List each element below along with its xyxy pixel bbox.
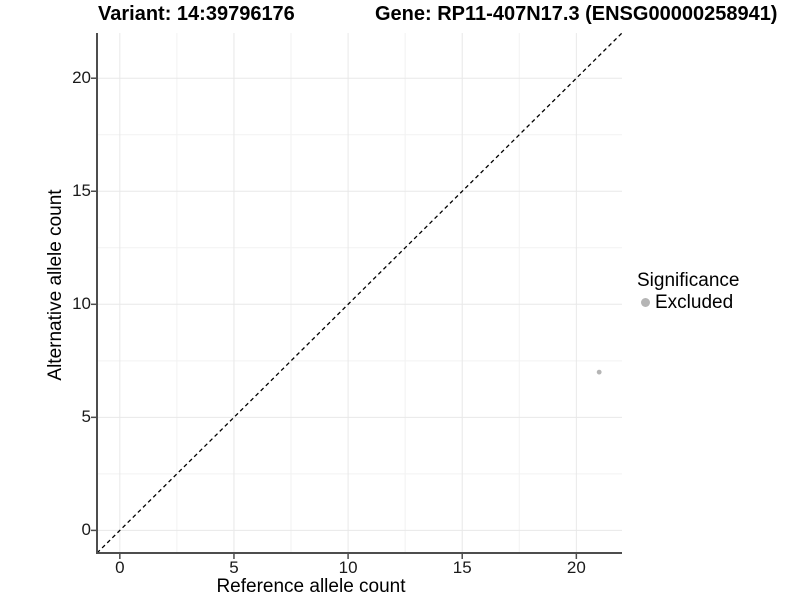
x-tick-label: 5 [229, 558, 239, 577]
axis-lines [96, 33, 622, 554]
grid-minor [97, 33, 622, 553]
y-tick-label: 10 [72, 294, 91, 314]
legend-item-label: Excluded [655, 292, 734, 313]
x-tick-label: 20 [566, 558, 586, 577]
y-axis-title: Alternative allele count [45, 189, 66, 381]
legend: Significance Excluded [637, 270, 739, 313]
legend-item-excluded: Excluded [637, 292, 739, 313]
plot-title-variant: Variant: 14:39796176 [98, 3, 295, 25]
data-points [596, 369, 602, 375]
y-tick-label: 5 [81, 407, 91, 427]
x-tick-label: 10 [338, 558, 358, 577]
x-axis-title: Reference allele count [216, 576, 406, 597]
identity-line [96, 32, 623, 554]
legend-title: Significance [637, 270, 740, 291]
y-tick-label: 20 [72, 68, 91, 88]
y-tick-label: 0 [81, 520, 91, 540]
legend-key-dot-icon [641, 298, 650, 307]
plot-title-gene: Gene: RP11-407N17.3 (ENSG00000258941) [375, 3, 778, 25]
grid-major [97, 33, 622, 553]
data-point [596, 369, 602, 375]
x-tick-label: 15 [452, 558, 472, 577]
tick-marks [91, 77, 578, 559]
x-tick-label: 0 [115, 558, 125, 577]
y-tick-label: 15 [72, 181, 91, 201]
